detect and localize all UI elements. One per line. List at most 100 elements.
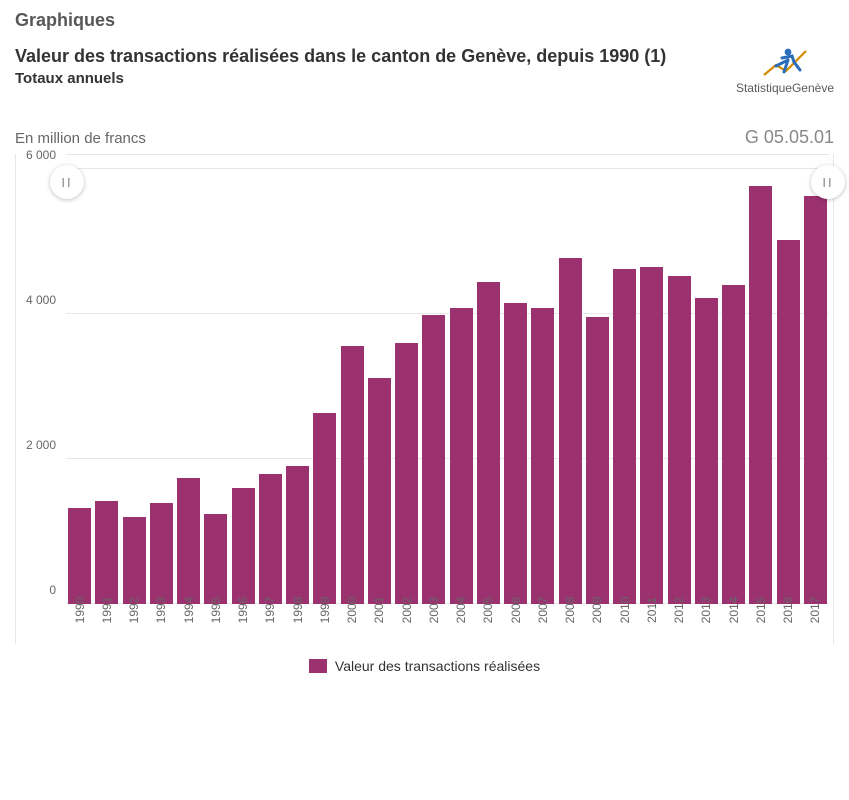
bar[interactable]	[613, 269, 636, 604]
bar-slot	[530, 155, 555, 604]
x-tick-label: 1996	[231, 604, 256, 644]
bar-slot	[94, 155, 119, 604]
bar-slot	[776, 155, 801, 604]
section-label: Graphiques	[15, 10, 834, 31]
chart-subtitle: Totaux annuels	[15, 70, 666, 87]
bar-slot	[503, 155, 528, 604]
chart-meta-row: En million de francs G 05.05.01	[15, 127, 834, 148]
bar[interactable]	[559, 258, 582, 604]
logo: StatistiqueGenève	[736, 45, 834, 95]
y-tick-label: 2 000	[16, 438, 62, 452]
y-tick-label: 6 000	[16, 148, 62, 162]
x-tick-label: 2008	[558, 604, 583, 644]
x-tick-label: 2011	[639, 604, 664, 644]
bar[interactable]	[422, 315, 445, 604]
bar[interactable]	[68, 508, 91, 604]
bar[interactable]	[232, 488, 255, 604]
bar-slot	[639, 155, 664, 604]
x-tick-label: 2004	[449, 604, 474, 644]
bar[interactable]	[477, 282, 500, 604]
bar-slot	[667, 155, 692, 604]
x-tick-label: 2000	[340, 604, 365, 644]
x-tick-label: 2006	[503, 604, 528, 644]
bar[interactable]	[150, 503, 173, 604]
bar[interactable]	[177, 478, 200, 604]
bar-slot	[340, 155, 365, 604]
bar-slot	[449, 155, 474, 604]
bar-slot	[803, 155, 828, 604]
bar[interactable]	[804, 196, 827, 604]
range-handle-left[interactable]: II	[50, 165, 84, 199]
bar[interactable]	[668, 276, 691, 604]
bar[interactable]	[313, 413, 336, 604]
x-tick-label: 1991	[94, 604, 119, 644]
bar-slot	[149, 155, 174, 604]
bar[interactable]	[695, 298, 718, 604]
x-tick-label: 2007	[530, 604, 555, 644]
x-tick-label: 1994	[176, 604, 201, 644]
chart-area: II II 02 0004 0006 000 19901991199219931…	[15, 154, 834, 644]
y-tick-label: 0	[16, 583, 62, 597]
bar[interactable]	[504, 303, 527, 604]
bar-slot	[203, 155, 228, 604]
bar[interactable]	[286, 466, 309, 604]
bar[interactable]	[749, 186, 772, 604]
x-tick-label: 1993	[149, 604, 174, 644]
bar[interactable]	[368, 378, 391, 604]
bar-slot	[476, 155, 501, 604]
bar[interactable]	[450, 308, 473, 604]
x-tick-label: 2012	[667, 604, 692, 644]
bar[interactable]	[123, 517, 146, 604]
x-tick-label: 1997	[258, 604, 283, 644]
bar[interactable]	[204, 514, 227, 604]
x-tick-label: 2009	[585, 604, 610, 644]
y-tick-label: 4 000	[16, 293, 62, 307]
x-tick-label: 1990	[67, 604, 92, 644]
x-tick-label: 2014	[721, 604, 746, 644]
bar[interactable]	[341, 346, 364, 604]
plot-region: II II	[66, 154, 829, 604]
x-tick-label: 2015	[748, 604, 773, 644]
bar[interactable]	[395, 343, 418, 604]
bar[interactable]	[259, 474, 282, 604]
x-tick-label: 2002	[394, 604, 419, 644]
bar[interactable]	[586, 317, 609, 605]
bar-slot	[694, 155, 719, 604]
bar[interactable]	[722, 285, 745, 604]
bar-slot	[285, 155, 310, 604]
bar[interactable]	[640, 267, 663, 604]
x-tick-label: 2001	[367, 604, 392, 644]
x-tick-label: 1998	[285, 604, 310, 644]
x-tick-label: 2017	[803, 604, 828, 644]
bar-slot	[721, 155, 746, 604]
legend: Valeur des transactions réalisées	[15, 658, 834, 674]
range-handle-right[interactable]: II	[811, 165, 845, 199]
logo-icon	[762, 45, 808, 79]
bar-slot	[258, 155, 283, 604]
x-tick-label: 1992	[122, 604, 147, 644]
x-tick-label: 1995	[203, 604, 228, 644]
x-axis-labels: 1990199119921993199419951996199719981999…	[66, 604, 829, 644]
legend-swatch	[309, 659, 327, 673]
x-tick-label: 2005	[476, 604, 501, 644]
x-tick-label: 1999	[312, 604, 337, 644]
x-tick-label: 2010	[612, 604, 637, 644]
bar-slot	[367, 155, 392, 604]
header-row: Valeur des transactions réalisées dans l…	[15, 45, 834, 95]
bar-slot	[585, 155, 610, 604]
bars-container	[66, 155, 829, 604]
bar[interactable]	[95, 501, 118, 604]
bar-slot	[612, 155, 637, 604]
bar-slot	[176, 155, 201, 604]
logo-text: StatistiqueGenève	[736, 81, 834, 95]
bar-slot	[394, 155, 419, 604]
legend-label: Valeur des transactions réalisées	[335, 658, 540, 674]
x-tick-label: 2016	[776, 604, 801, 644]
bar[interactable]	[777, 240, 800, 604]
bar-slot	[558, 155, 583, 604]
bar-slot	[312, 155, 337, 604]
bar-slot	[748, 155, 773, 604]
bar-slot	[67, 155, 92, 604]
bar[interactable]	[531, 308, 554, 604]
x-tick-label: 2003	[421, 604, 446, 644]
